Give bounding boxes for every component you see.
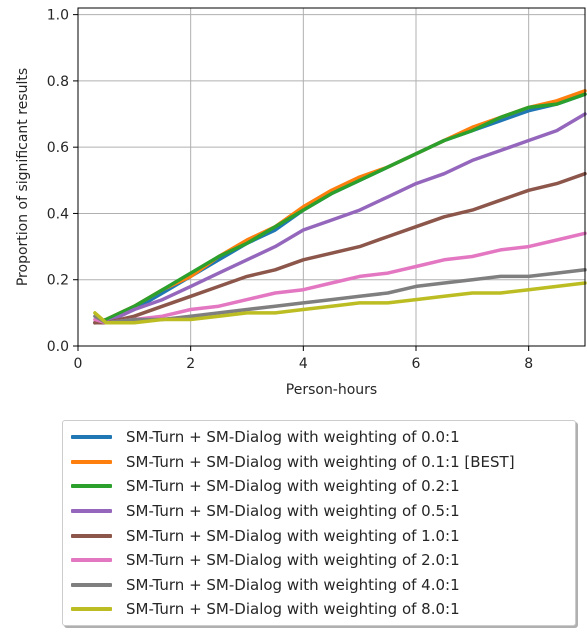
legend-swatch	[71, 607, 112, 612]
x-tick-label: 0	[74, 356, 83, 372]
legend-entry: SM-Turn + SM-Dialog with weighting of 8.…	[71, 597, 575, 622]
y-tick-label: 0.4	[47, 206, 69, 222]
line-chart: 0 2 4 6 8 0.0 0.2 0.4 0.6 0.8 1.0 Person-hours Pro…	[15, 7, 587, 398]
y-tick-label: 0.8	[47, 74, 69, 90]
legend: SM-Turn + SM-Dialog with weighting of 0.…	[62, 420, 576, 626]
legend-swatch	[71, 484, 112, 489]
x-tick-label: 4	[299, 356, 308, 372]
legend-entry: SM-Turn + SM-Dialog with weighting of 0.…	[71, 425, 575, 450]
legend-swatch	[71, 509, 112, 514]
y-tick-label: 0.0	[47, 339, 69, 355]
legend-swatch	[71, 582, 112, 587]
y-tick-label: 0.2	[47, 273, 69, 289]
series-line-7	[93, 281, 587, 325]
legend-label: SM-Turn + SM-Dialog with weighting of 2.…	[126, 551, 460, 570]
series-line-3	[93, 112, 587, 325]
series-line-2	[93, 92, 587, 325]
legend-label: SM-Turn + SM-Dialog with weighting of 8.…	[126, 600, 460, 619]
plot-area-frame	[77, 7, 586, 347]
legend-swatch	[71, 558, 112, 563]
legend-entry: SM-Turn + SM-Dialog with weighting of 0.…	[71, 499, 575, 524]
axis-ticks: 0 2 4 6 8 0.0 0.2 0.4 0.6 0.8 1.0	[47, 8, 533, 372]
y-tick-label: 1.0	[47, 8, 69, 24]
legend-label: SM-Turn + SM-Dialog with weighting of 1.…	[126, 526, 460, 545]
legend-entry: SM-Turn + SM-Dialog with weighting of 2.…	[71, 548, 575, 573]
legend-label: SM-Turn + SM-Dialog with weighting of 0.…	[126, 477, 460, 496]
legend-entry: SM-Turn + SM-Dialog with weighting of 0.…	[71, 450, 575, 475]
series-line-4	[93, 171, 587, 325]
y-axis-label: Proportion of significant results	[15, 68, 31, 286]
legend-entry: SM-Turn + SM-Dialog with weighting of 1.…	[71, 523, 575, 548]
series-lines	[93, 89, 587, 325]
legend-label: SM-Turn + SM-Dialog with weighting of 0.…	[126, 452, 515, 471]
x-axis-label: Person-hours	[286, 382, 377, 398]
legend-swatch	[71, 435, 112, 440]
legend-label: SM-Turn + SM-Dialog with weighting of 4.…	[126, 575, 460, 594]
legend-swatch	[71, 459, 112, 464]
legend-entry: SM-Turn + SM-Dialog with weighting of 4.…	[71, 573, 575, 598]
series-line-5	[93, 231, 587, 325]
x-tick-label: 8	[524, 356, 533, 372]
x-tick-label: 6	[412, 356, 421, 372]
x-tick-label: 2	[186, 356, 195, 372]
legend-label: SM-Turn + SM-Dialog with weighting of 0.…	[126, 502, 460, 521]
legend-swatch	[71, 533, 112, 538]
legend-label: SM-Turn + SM-Dialog with weighting of 0.…	[126, 428, 460, 447]
y-tick-label: 0.6	[47, 140, 69, 156]
legend-entry: SM-Turn + SM-Dialog with weighting of 0.…	[71, 474, 575, 499]
